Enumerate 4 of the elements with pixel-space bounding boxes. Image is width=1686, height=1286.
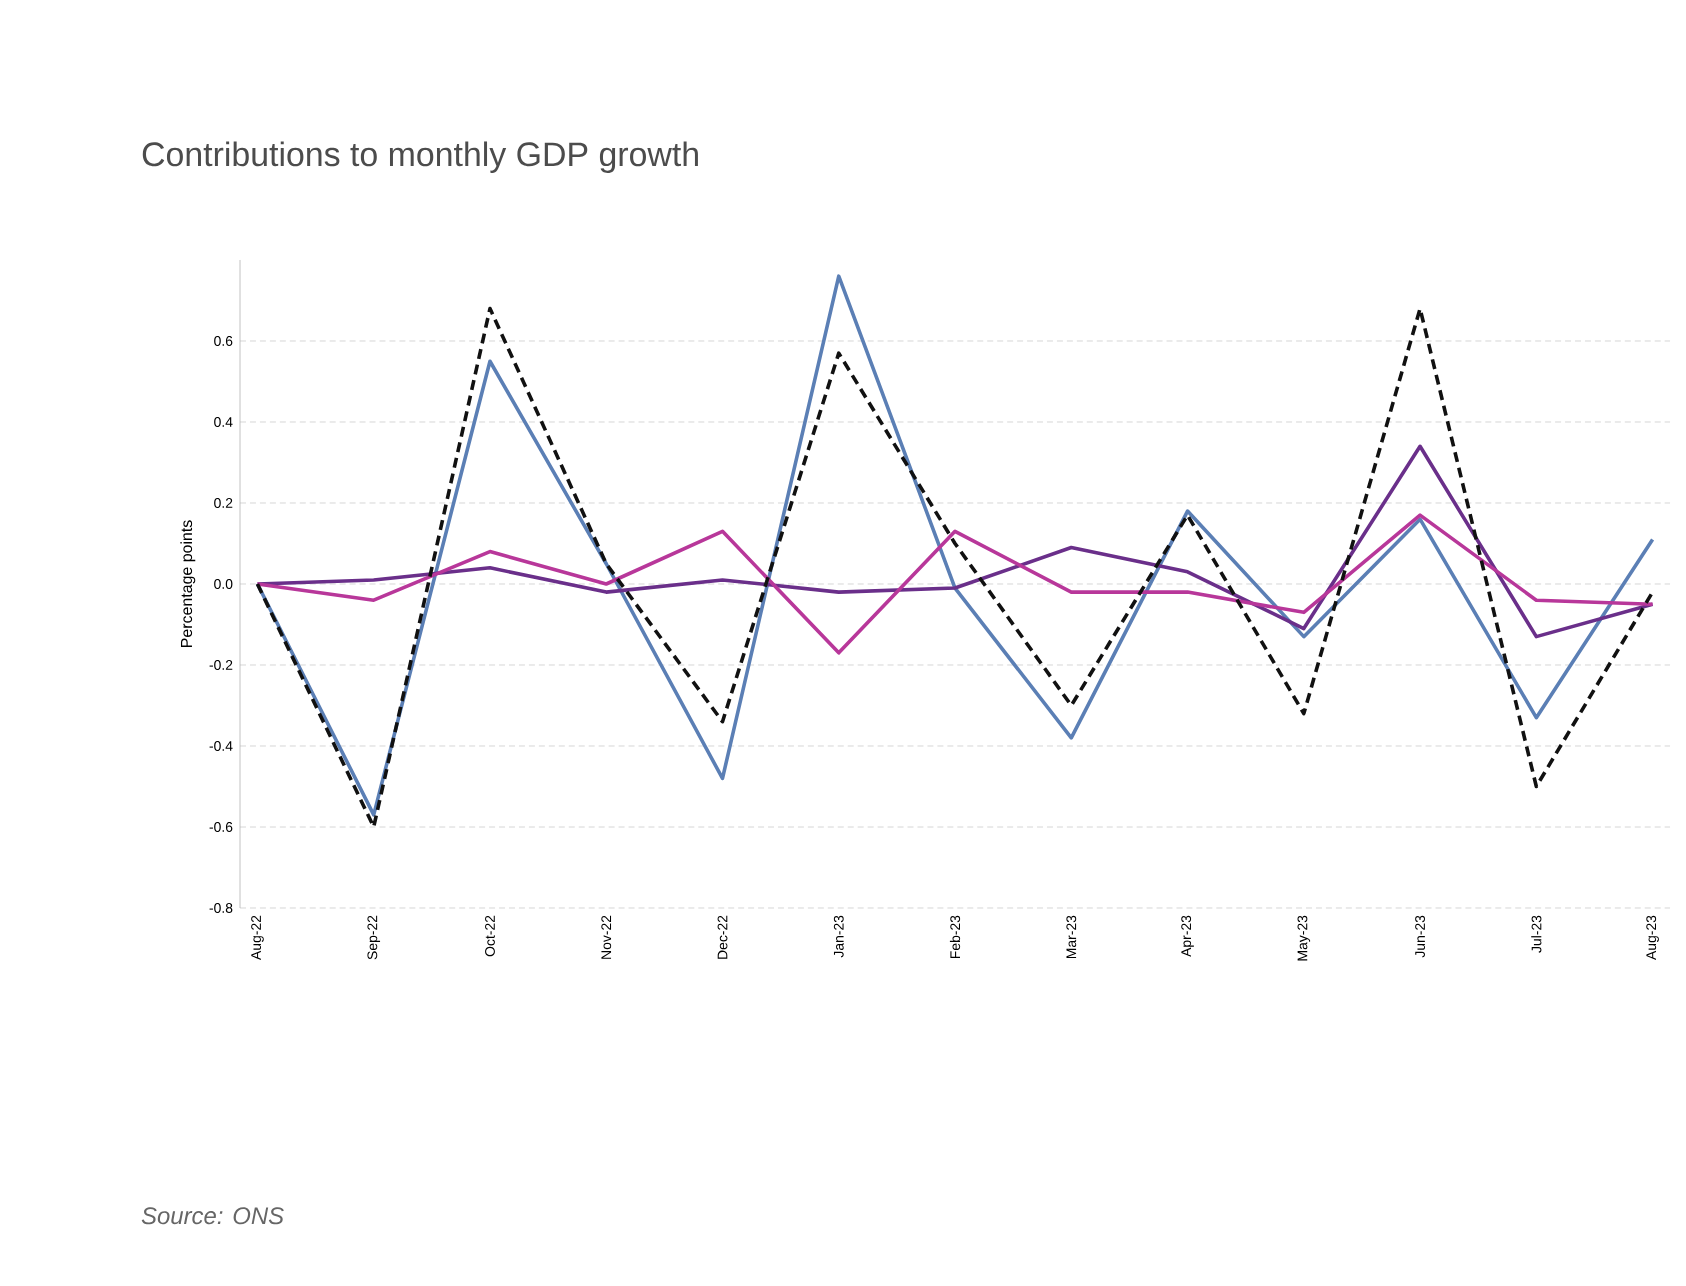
source-note: Source: ONS xyxy=(141,1207,284,1225)
line-series xyxy=(255,513,1655,655)
chart-title: Contributions to monthly GDP growth xyxy=(142,141,698,174)
line-series xyxy=(255,444,1655,639)
